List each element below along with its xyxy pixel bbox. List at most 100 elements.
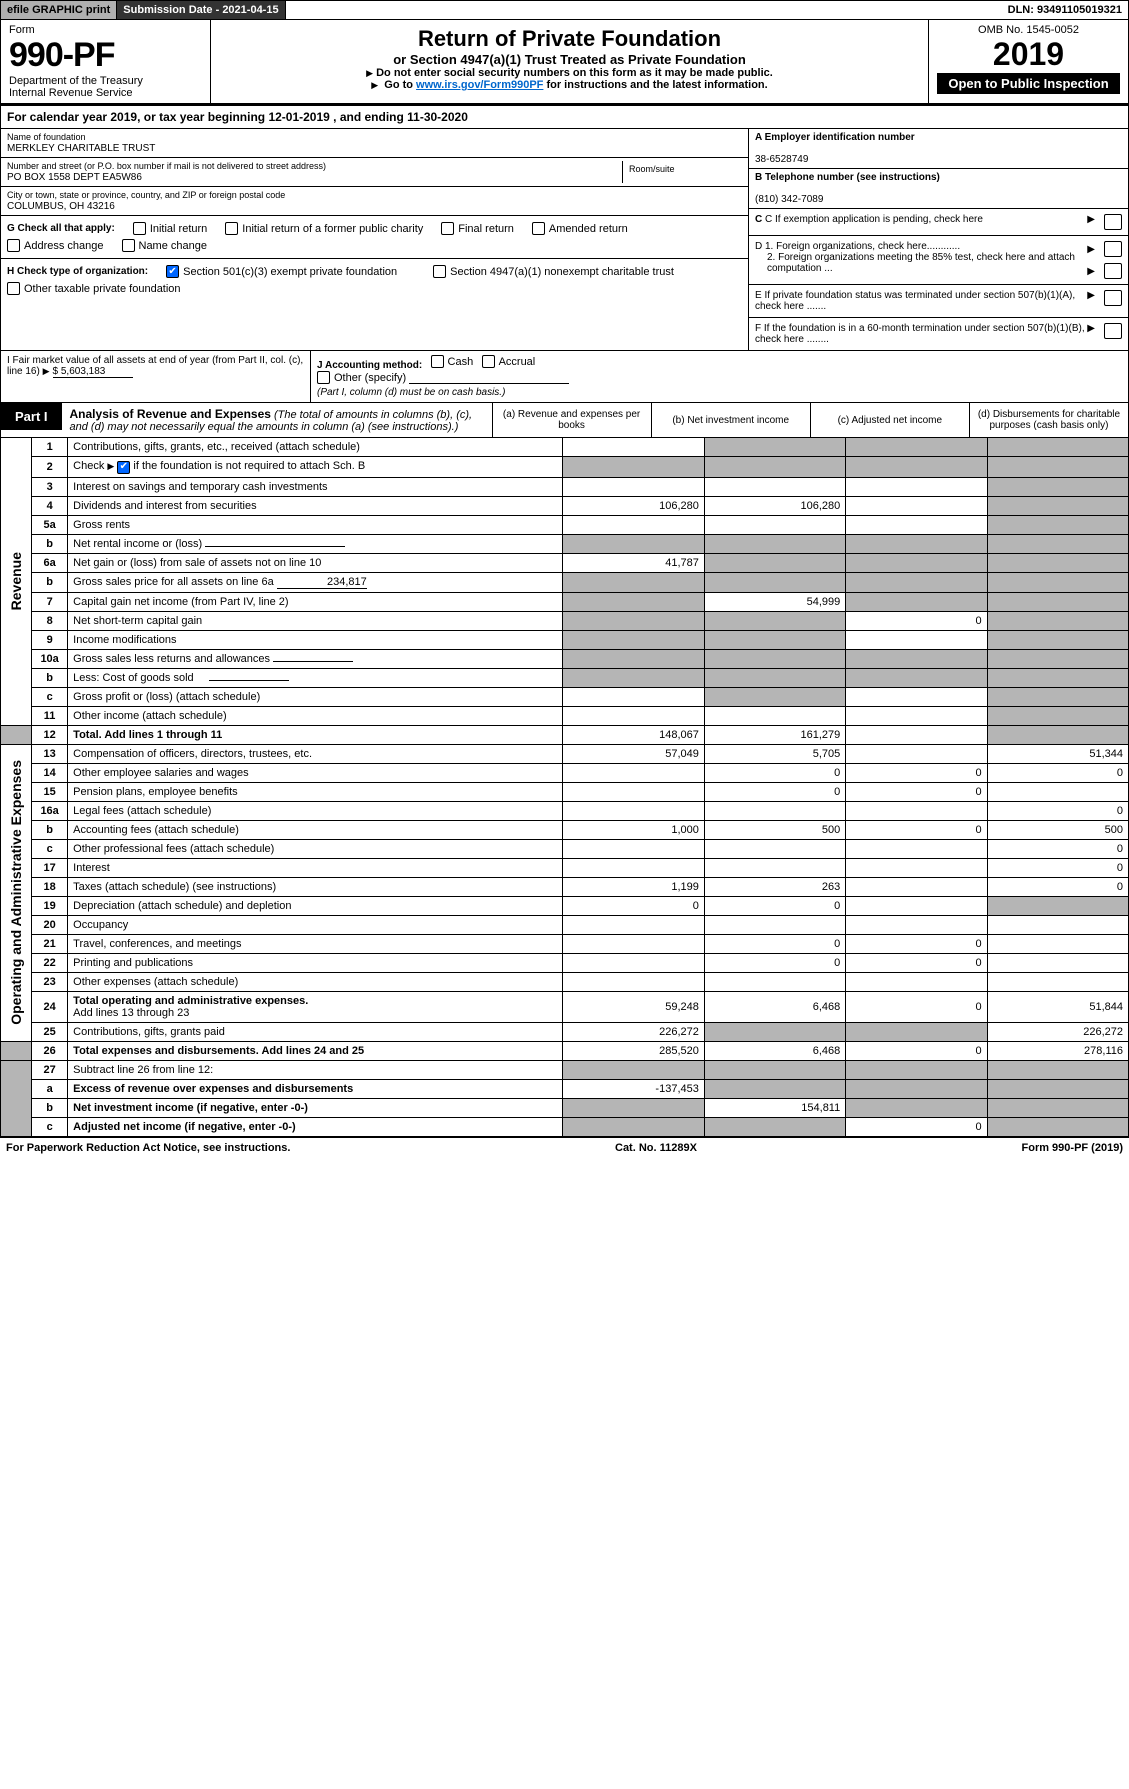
r15-b: 0	[704, 782, 845, 801]
r26-b: 6,468	[704, 1041, 845, 1060]
r6b-val: 234,817	[277, 576, 367, 589]
r18-d: 0	[987, 877, 1128, 896]
chk-amended-return[interactable]: Amended return	[532, 222, 628, 235]
row-19-desc: Depreciation (attach schedule) and deple…	[68, 896, 563, 915]
r18-b: 263	[704, 877, 845, 896]
col-d-header: (d) Disbursements for charitable purpose…	[969, 403, 1128, 437]
g-label: G Check all that apply:	[7, 223, 115, 234]
chk-e[interactable]	[1104, 290, 1122, 306]
row-16b-desc: Accounting fees (attach schedule)	[68, 820, 563, 839]
chk-name-change[interactable]: Name change	[122, 239, 208, 252]
row-27b-desc: Net investment income (if negative, ente…	[68, 1098, 563, 1117]
r27a-a: -137,453	[563, 1079, 704, 1098]
chk-accrual[interactable]: Accrual	[482, 355, 536, 368]
phone-label: B Telephone number (see instructions)	[755, 172, 940, 183]
d1-label: D 1. Foreign organizations, check here..…	[755, 241, 1087, 252]
dept-line1: Department of the Treasury	[9, 75, 202, 87]
chk-schb[interactable]	[117, 461, 130, 474]
top-bar: efile GRAPHIC print Submission Date - 20…	[0, 0, 1129, 20]
tax-year: 2019	[937, 36, 1120, 73]
col-a-header: (a) Revenue and expenses per books	[492, 403, 651, 437]
r24-d: 51,844	[987, 991, 1128, 1022]
r14-c: 0	[846, 763, 987, 782]
submission-date: Submission Date - 2021-04-15	[117, 1, 285, 19]
r4-b: 106,280	[704, 496, 845, 515]
r25-a: 226,272	[563, 1022, 704, 1041]
chk-other-method[interactable]: Other (specify)	[317, 371, 406, 384]
r18-a: 1,199	[563, 877, 704, 896]
chk-501c3[interactable]: Section 501(c)(3) exempt private foundat…	[166, 265, 397, 278]
addr-label: Number and street (or P.O. box number if…	[7, 161, 326, 171]
r21-b: 0	[704, 934, 845, 953]
row-3-desc: Interest on savings and temporary cash i…	[68, 477, 563, 496]
phone-value: (810) 342-7089	[755, 194, 823, 205]
chk-final-return[interactable]: Final return	[441, 222, 514, 235]
h-label: H Check type of organization:	[7, 266, 148, 277]
row-4-desc: Dividends and interest from securities	[68, 496, 563, 515]
row-16c-desc: Other professional fees (attach schedule…	[68, 839, 563, 858]
footer-mid: Cat. No. 11289X	[615, 1142, 697, 1154]
form-label: Form	[9, 24, 202, 36]
r19-a: 0	[563, 896, 704, 915]
efile-button[interactable]: efile GRAPHIC print	[1, 1, 117, 19]
chk-d2[interactable]	[1104, 263, 1122, 279]
row-27-desc: Subtract line 26 from line 12:	[68, 1060, 563, 1079]
d2-label: 2. Foreign organizations meeting the 85%…	[755, 252, 1087, 274]
ein-value: 38-6528749	[755, 154, 808, 165]
r22-b: 0	[704, 953, 845, 972]
part1-tab: Part I	[1, 403, 62, 430]
part1-title: Analysis of Revenue and Expenses	[70, 407, 271, 421]
expenses-side-label: Operating and Administrative Expenses	[6, 750, 26, 1035]
form-subtitle: or Section 4947(a)(1) Trust Treated as P…	[219, 52, 920, 67]
r14-d: 0	[987, 763, 1128, 782]
row-24-desc: Total operating and administrative expen…	[68, 991, 563, 1022]
col-c-header: (c) Adjusted net income	[810, 403, 969, 437]
ein-label: A Employer identification number	[755, 132, 915, 143]
j-note: (Part I, column (d) must be on cash basi…	[317, 387, 505, 398]
r19-b: 0	[704, 896, 845, 915]
r24-c: 0	[846, 991, 987, 1022]
c-label: C If exemption application is pending, c…	[765, 214, 983, 225]
chk-cash[interactable]: Cash	[431, 355, 474, 368]
e-label: E If private foundation status was termi…	[755, 290, 1087, 312]
row-5a-desc: Gross rents	[68, 515, 563, 534]
chk-f[interactable]	[1104, 323, 1122, 339]
row-15-desc: Pension plans, employee benefits	[68, 782, 563, 801]
r4-a: 106,280	[563, 496, 704, 515]
row-17-desc: Interest	[68, 858, 563, 877]
r27c-c: 0	[846, 1117, 987, 1136]
chk-4947a1[interactable]: Section 4947(a)(1) nonexempt charitable …	[433, 265, 674, 278]
footer-right: Form 990-PF (2019)	[1022, 1142, 1123, 1154]
i-value: $ 5,603,183	[53, 366, 133, 378]
name-label: Name of foundation	[7, 132, 86, 142]
calendar-year-line: For calendar year 2019, or tax year begi…	[0, 106, 1129, 129]
r24-b: 6,468	[704, 991, 845, 1022]
row-2-desc: Check if the foundation is not required …	[68, 457, 563, 478]
r15-c: 0	[846, 782, 987, 801]
r26-a: 285,520	[563, 1041, 704, 1060]
row-13-desc: Compensation of officers, directors, tru…	[68, 744, 563, 763]
row-25-desc: Contributions, gifts, grants paid	[68, 1022, 563, 1041]
chk-d1[interactable]	[1104, 241, 1122, 257]
r16a-d: 0	[987, 801, 1128, 820]
chk-c[interactable]	[1104, 214, 1122, 230]
row-1-desc: Contributions, gifts, grants, etc., rece…	[68, 438, 563, 457]
chk-other-taxable[interactable]: Other taxable private foundation	[7, 282, 181, 295]
chk-initial-former[interactable]: Initial return of a former public charit…	[225, 222, 423, 235]
row-18-desc: Taxes (attach schedule) (see instruction…	[68, 877, 563, 896]
chk-initial-return[interactable]: Initial return	[133, 222, 207, 235]
row-26-desc: Total expenses and disbursements. Add li…	[68, 1041, 563, 1060]
chk-address-change[interactable]: Address change	[7, 239, 104, 252]
r8-c: 0	[846, 611, 987, 630]
dept-line2: Internal Revenue Service	[9, 87, 202, 99]
r13-d: 51,344	[987, 744, 1128, 763]
city-label: City or town, state or province, country…	[7, 190, 285, 200]
row-27c-desc: Adjusted net income (if negative, enter …	[68, 1117, 563, 1136]
row-20-desc: Occupancy	[68, 915, 563, 934]
city-state-zip: COLUMBUS, OH 43216	[7, 201, 115, 212]
r7-b: 54,999	[704, 592, 845, 611]
col-b-header: (b) Net investment income	[651, 403, 810, 437]
r16b-d: 500	[987, 820, 1128, 839]
instructions-link[interactable]: www.irs.gov/Form990PF	[416, 79, 543, 91]
r16b-c: 0	[846, 820, 987, 839]
